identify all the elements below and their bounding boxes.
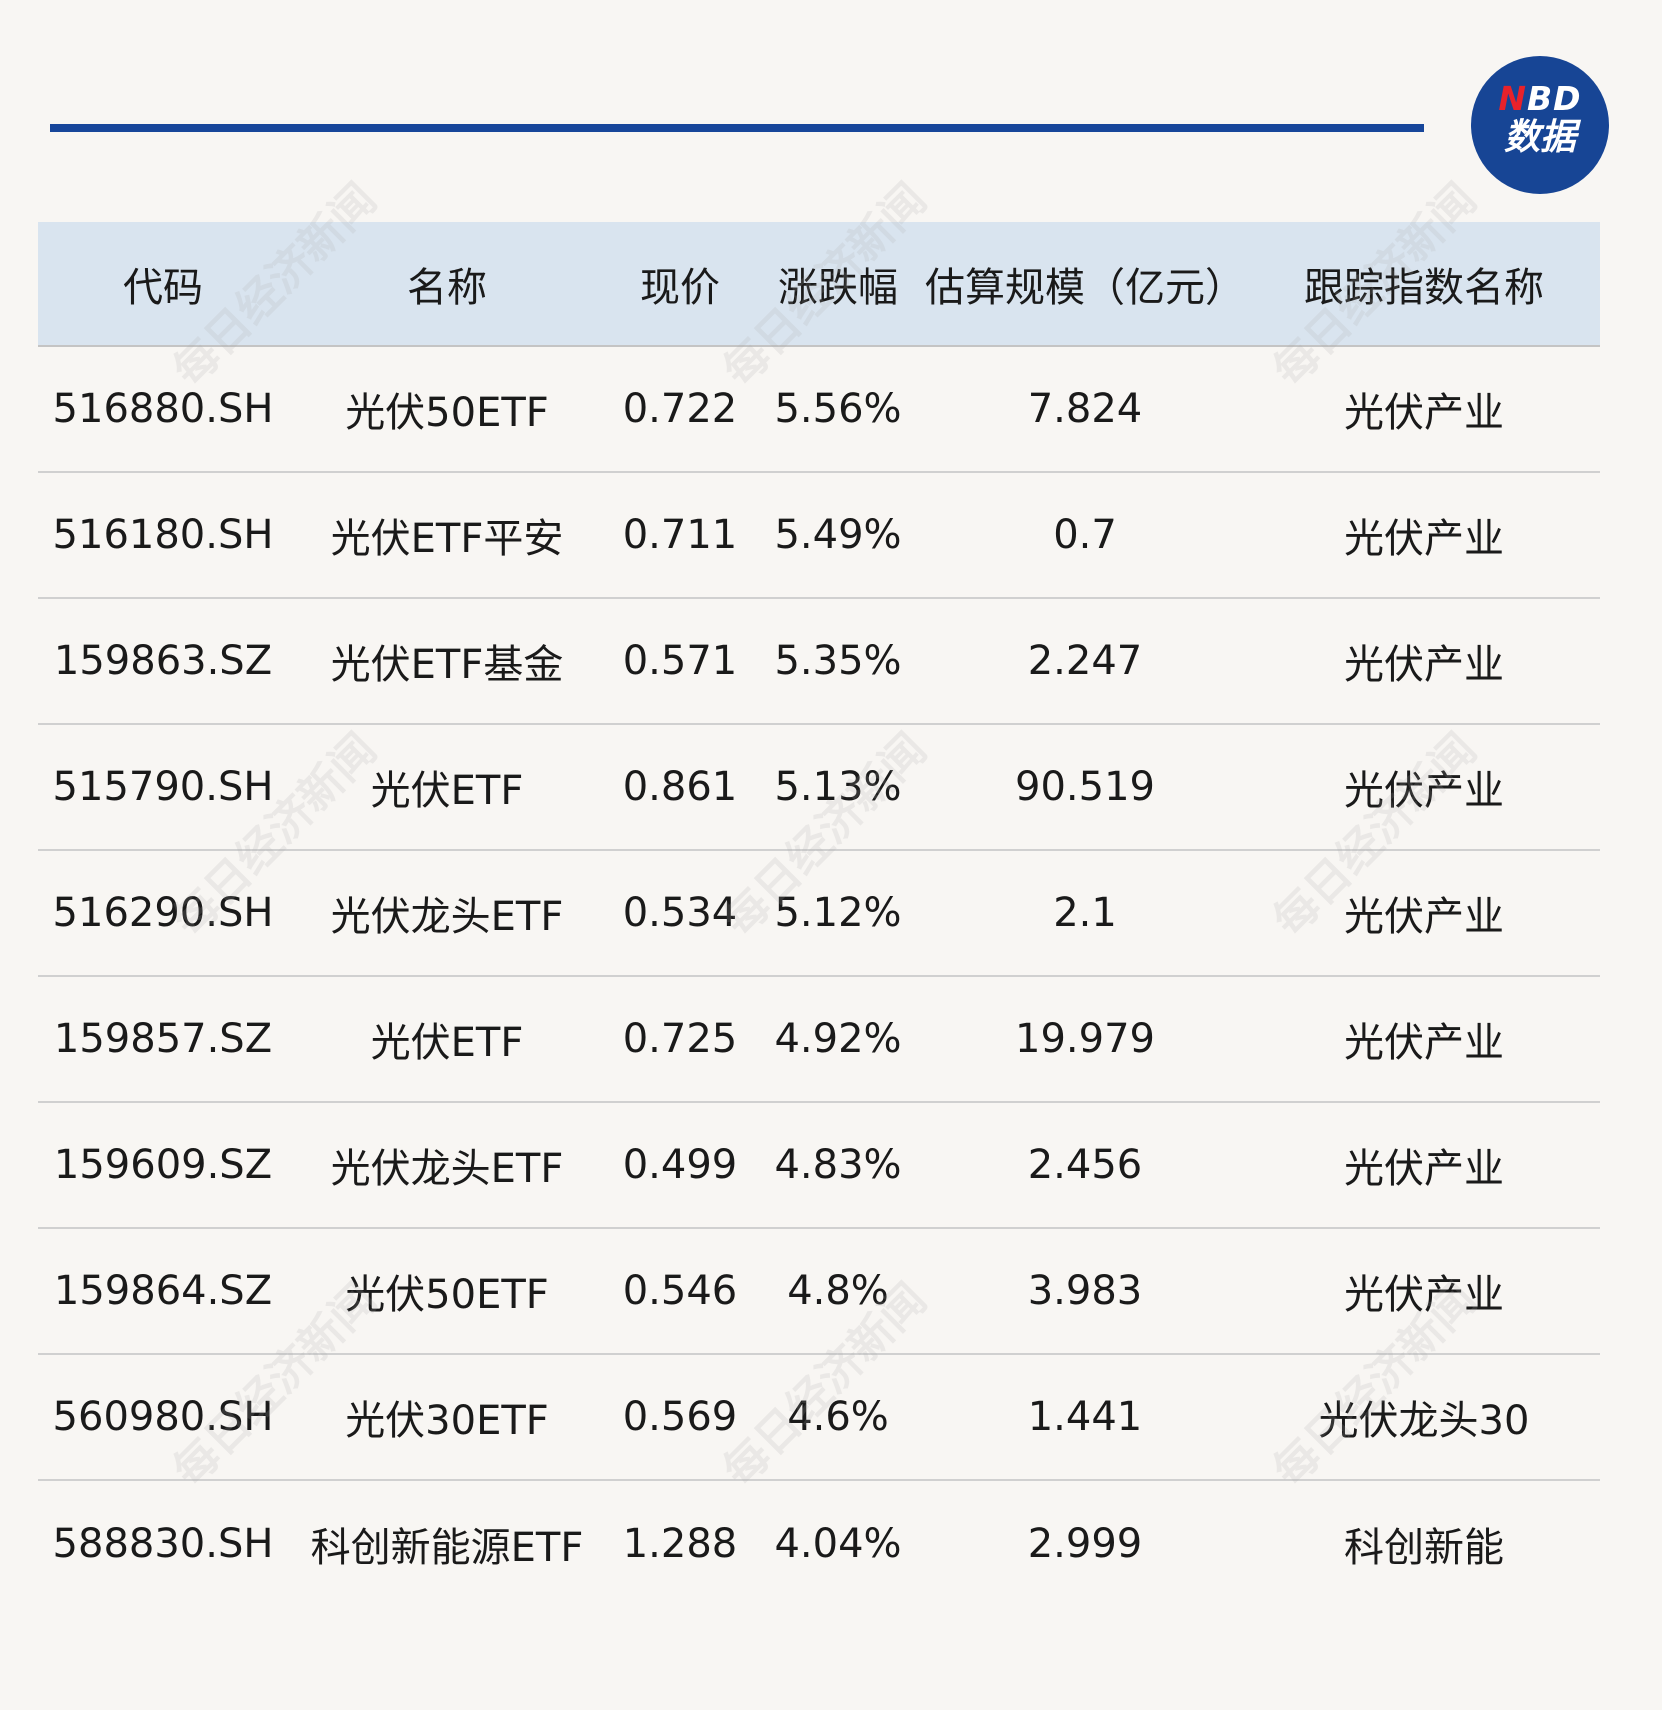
index-cell: 光伏产业 [1248, 724, 1600, 851]
top-rule [50, 124, 1424, 132]
price-cell: 0.534 [606, 850, 754, 977]
price-cell: 1.288 [622, 1520, 738, 1567]
change-cell: 5.35% [754, 598, 922, 725]
etf-table-container: 代码 名称 现价 涨跌幅 估算规模（亿元） 跟踪指数名称 516880.SH 光伏50ETF… [38, 222, 1600, 1606]
price-cell: 0.861 [606, 724, 754, 851]
scale-cell: 2.999 [1027, 1520, 1143, 1567]
change-cell: 4.04% [774, 1520, 902, 1567]
code-cell: 159863.SZ [38, 598, 288, 725]
change-cell: 4.83% [754, 1102, 922, 1229]
nbd-logo: NBD 数据 [1471, 56, 1609, 194]
table-row: 159863.SZ 光伏ETF基金 0.571 5.35% 2.247 光伏产业 [38, 598, 1600, 725]
etf-table: 代码 名称 现价 涨跌幅 估算规模（亿元） 跟踪指数名称 516880.SH 光伏50ETF… [38, 222, 1600, 1606]
scale-cell: 2.1 [922, 850, 1248, 977]
scale-cell: 0.7 [922, 472, 1248, 599]
column-header: 跟踪指数名称 [1248, 222, 1600, 347]
name-cell: 光伏ETF平安 [288, 472, 606, 599]
change-cell: 4.92% [754, 976, 922, 1103]
index-cell: 光伏产业 [1248, 1228, 1600, 1355]
price-cell: 0.571 [606, 598, 754, 725]
logo-text-line1: NBD [1471, 81, 1609, 117]
price-cell: 0.725 [606, 976, 754, 1103]
table-row: 516290.SH 光伏龙头ETF 0.534 5.12% 2.1 光伏产业 [38, 850, 1600, 977]
table-header-row: 代码 名称 现价 涨跌幅 估算规模（亿元） 跟踪指数名称 [38, 222, 1600, 347]
table-row: 515790.SH 光伏ETF 0.861 5.13% 90.519 光伏产业 [38, 724, 1600, 851]
name-cell: 光伏ETF [288, 724, 606, 851]
change-cell: 5.49% [754, 472, 922, 599]
price-cell: 0.711 [606, 472, 754, 599]
table-row: 588830.SH 科创新能源ETF 1.288 4.04% 2.999 科创新能 [38, 1480, 1600, 1606]
scale-cell: 90.519 [922, 724, 1248, 851]
scale-cell: 3.983 [922, 1228, 1248, 1355]
index-cell: 光伏产业 [1248, 346, 1600, 473]
change-cell: 4.6% [754, 1354, 922, 1481]
code-cell: 159609.SZ [38, 1102, 288, 1229]
logo-text-line2: 数据 [1503, 117, 1576, 158]
index-cell: 光伏产业 [1248, 976, 1600, 1103]
scale-cell: 2.247 [922, 598, 1248, 725]
change-cell: 5.56% [754, 346, 922, 473]
scale-cell: 7.824 [922, 346, 1248, 473]
index-cell: 光伏产业 [1248, 850, 1600, 977]
name-cell: 光伏龙头ETF [288, 850, 606, 977]
scale-cell: 1.441 [922, 1354, 1248, 1481]
name-cell: 科创新能源ETF [310, 1524, 584, 1571]
change-cell: 4.8% [754, 1228, 922, 1355]
table-body: 516880.SH 光伏50ETF 0.722 5.56% 7.824 光伏产业 51618… [38, 346, 1600, 1606]
code-cell: 159864.SZ [38, 1228, 288, 1355]
code-cell: 560980.SH [38, 1354, 288, 1481]
change-cell: 5.12% [754, 850, 922, 977]
table-row: 516880.SH 光伏50ETF 0.722 5.56% 7.824 光伏产业 [38, 346, 1600, 473]
logo-n-letter: N [1498, 79, 1528, 118]
column-header: 代码 [38, 222, 288, 347]
code-cell: 159857.SZ [38, 976, 288, 1103]
price-cell: 0.546 [606, 1228, 754, 1355]
price-cell: 0.722 [606, 346, 754, 473]
price-cell: 0.499 [606, 1102, 754, 1229]
change-cell: 5.13% [754, 724, 922, 851]
column-header: 现价 [606, 222, 754, 347]
table-row: 159857.SZ 光伏ETF 0.725 4.92% 19.979 光伏产业 [38, 976, 1600, 1103]
index-cell: 光伏龙头30 [1248, 1354, 1600, 1481]
index-cell: 光伏产业 [1248, 1102, 1600, 1229]
column-header: 名称 [288, 222, 606, 347]
code-cell: 588830.SH [52, 1520, 274, 1567]
index-cell: 光伏产业 [1248, 598, 1600, 725]
table-row: 516180.SH 光伏ETF平安 0.711 5.49% 0.7 光伏产业 [38, 472, 1600, 599]
code-cell: 515790.SH [38, 724, 288, 851]
code-cell: 516880.SH [38, 346, 288, 473]
code-cell: 516180.SH [38, 472, 288, 599]
price-cell: 0.569 [606, 1354, 754, 1481]
column-header: 涨跌幅 [754, 222, 922, 347]
name-cell: 光伏50ETF [288, 346, 606, 473]
name-cell: 光伏龙头ETF [288, 1102, 606, 1229]
code-cell: 516290.SH [38, 850, 288, 977]
scale-cell: 19.979 [922, 976, 1248, 1103]
name-cell: 光伏30ETF [288, 1354, 606, 1481]
name-cell: 光伏ETF [288, 976, 606, 1103]
scale-cell: 2.456 [922, 1102, 1248, 1229]
table-row: 159609.SZ 光伏龙头ETF 0.499 4.83% 2.456 光伏产业 [38, 1102, 1600, 1229]
table-row: 159864.SZ 光伏50ETF 0.546 4.8% 3.983 光伏产业 [38, 1228, 1600, 1355]
logo-bd-letters: BD [1527, 79, 1582, 118]
table-row: 560980.SH 光伏30ETF 0.569 4.6% 1.441 光伏龙头30 [38, 1354, 1600, 1481]
index-cell: 光伏产业 [1248, 472, 1600, 599]
column-header: 估算规模（亿元） [922, 222, 1248, 347]
name-cell: 光伏50ETF [288, 1228, 606, 1355]
index-cell: 科创新能 [1344, 1524, 1504, 1571]
name-cell: 光伏ETF基金 [288, 598, 606, 725]
